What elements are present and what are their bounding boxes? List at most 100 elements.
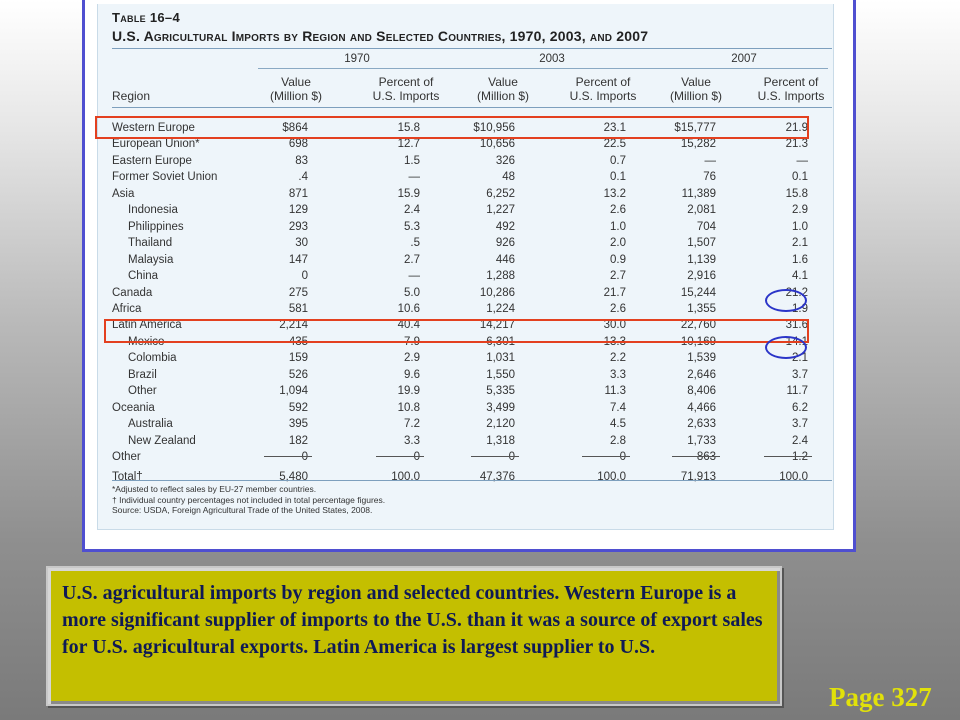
value-cell: 11,389 <box>681 187 716 200</box>
table-row: Eastern Europe 83 1.5 326 0.7 — — <box>98 155 833 171</box>
total-rule <box>582 456 630 457</box>
value-cell: 2,646 <box>687 368 716 381</box>
table-row: Brazil 526 9.6 1,550 3.3 2,646 3.7 <box>98 369 833 385</box>
percent-cell: 2.4 <box>404 204 420 217</box>
percent-cell: 15.8 <box>785 187 808 200</box>
column-header-line: U.S. Imports <box>569 89 637 103</box>
value-cell: 1,227 <box>486 204 515 217</box>
table-row: Asia 871 15.9 6,252 13.2 11,389 15.8 <box>98 188 833 204</box>
value-cell: 0 <box>301 270 308 283</box>
percent-cell: 2.9 <box>404 352 420 365</box>
percent-cell: 5.0 <box>404 286 420 299</box>
percent-cell: 100.0 <box>597 471 626 484</box>
table-row: Australia 395 7.2 2,120 4.5 2,633 3.7 <box>98 418 833 434</box>
value-cell: 5,335 <box>486 385 515 398</box>
value-cell: 6,252 <box>486 187 515 200</box>
column-header-line: Percent of <box>378 75 434 89</box>
value-cell: 76 <box>703 171 716 184</box>
percent-cell: 2.0 <box>610 237 626 250</box>
value-cell: 1,288 <box>486 270 515 283</box>
percent-cell: 2.9 <box>792 204 808 217</box>
value-cell: 1,224 <box>486 302 515 315</box>
percent-cell: 21.7 <box>603 286 626 299</box>
percent-cell: 22.5 <box>603 138 626 151</box>
region-name: Oceania <box>112 401 155 414</box>
value-cell: 15,282 <box>680 138 716 151</box>
value-cell: 8,406 <box>687 385 716 398</box>
value-cell: 3,499 <box>486 401 515 414</box>
percent-cell: — <box>408 270 421 283</box>
column-header-line: (Million $) <box>669 89 722 103</box>
table-row: China 0 — 1,288 2.7 2,916 4.1 <box>98 270 833 286</box>
table-row: Oceania 592 10.8 3,499 7.4 4,466 6.2 <box>98 402 833 418</box>
page-number: Page 327 <box>829 682 932 712</box>
region-name: Former Soviet Union <box>112 171 218 184</box>
latin-america-highlight <box>104 319 809 343</box>
value-cell: 2,081 <box>687 204 716 217</box>
value-cell: 129 <box>288 204 308 217</box>
table-label: Table 16–4 <box>112 10 180 25</box>
value-cell: 863 <box>696 451 716 463</box>
value-cell: 293 <box>288 220 308 233</box>
percent-cell: .5 <box>410 237 420 250</box>
value-cell: 1,318 <box>486 434 515 447</box>
value-cell: 698 <box>288 138 308 151</box>
year-1970-label: 1970 <box>344 53 370 65</box>
percent-cell: 4.5 <box>610 418 626 431</box>
value-cell: 1,733 <box>687 434 716 447</box>
value-cell: 2,916 <box>687 270 716 283</box>
percent-cell: 1.6 <box>792 253 808 266</box>
percent-cell: 1.2 <box>792 451 808 463</box>
value-cell: 592 <box>288 401 308 414</box>
region-name: Eastern Europe <box>112 154 192 167</box>
column-header-line: Percent of <box>575 75 631 89</box>
percent-cell: 31.6 <box>785 319 808 332</box>
table-image-frame: Table 16–4 U.S. Agricultural Imports by … <box>82 0 856 552</box>
table-row: Philippines 293 5.3 492 1.0 704 1.0 <box>98 221 833 237</box>
value-cell: 83 <box>295 154 308 167</box>
percent-cell: 10.8 <box>397 401 420 414</box>
caption-box: U.S. agricultural imports by region and … <box>46 566 782 706</box>
value-cell: 10,286 <box>479 286 515 299</box>
percent-cell: 5.3 <box>404 220 420 233</box>
percent-cell: 2.2 <box>610 352 626 365</box>
value-cell: 2,214 <box>279 319 308 332</box>
value-cell: 5,480 <box>279 471 308 484</box>
percent-cell: — <box>408 171 421 184</box>
percent-cell: 100.0 <box>391 471 420 484</box>
region-name: Australia <box>128 418 173 431</box>
percent-cell: 19.9 <box>397 385 420 398</box>
value-cell: 159 <box>288 352 308 365</box>
column-header-line: (Million $) <box>269 89 322 103</box>
region-name: Total† <box>112 471 143 484</box>
table-row: Latin America 2,214 40.4 14,217 30.0 22,760 31… <box>98 319 833 335</box>
percent-cell: 30.0 <box>603 319 626 332</box>
value-cell: 395 <box>288 418 308 431</box>
region-name: Africa <box>112 302 142 315</box>
percent-cell: 6.2 <box>792 401 808 414</box>
value-cell: 10,656 <box>479 138 515 151</box>
value-cell: 1,031 <box>486 352 515 365</box>
value-cell: 526 <box>288 368 308 381</box>
percent-cell: 2.8 <box>610 434 626 447</box>
region-name: Indonesia <box>128 204 178 217</box>
value-cell: .4 <box>298 171 308 184</box>
column-header-line: U.S. Imports <box>757 89 825 103</box>
percent-cell: 100.0 <box>779 471 808 484</box>
percent-cell: 4.1 <box>792 270 808 283</box>
percent-cell: 10.6 <box>397 302 420 315</box>
percent-cell: 21.9 <box>785 122 808 134</box>
mexico-2007-circle <box>765 336 807 359</box>
region-name: New Zealand <box>128 434 196 447</box>
value-cell: 326 <box>495 154 515 167</box>
value-cell: 2,120 <box>486 418 515 431</box>
value-cell: 14,217 <box>479 319 515 332</box>
percent-cell: 7.4 <box>610 401 626 414</box>
value-cell: 2,633 <box>687 418 716 431</box>
caption-text: U.S. agricultural imports by region and … <box>62 582 763 658</box>
region-name: China <box>128 270 159 283</box>
percent-cell: 2.4 <box>792 434 808 447</box>
table-row: Thailand 30 .5 926 2.0 1,507 2.1 <box>98 237 833 253</box>
percent-cell: 0.7 <box>610 154 626 167</box>
table-bottom-rule <box>112 480 832 481</box>
